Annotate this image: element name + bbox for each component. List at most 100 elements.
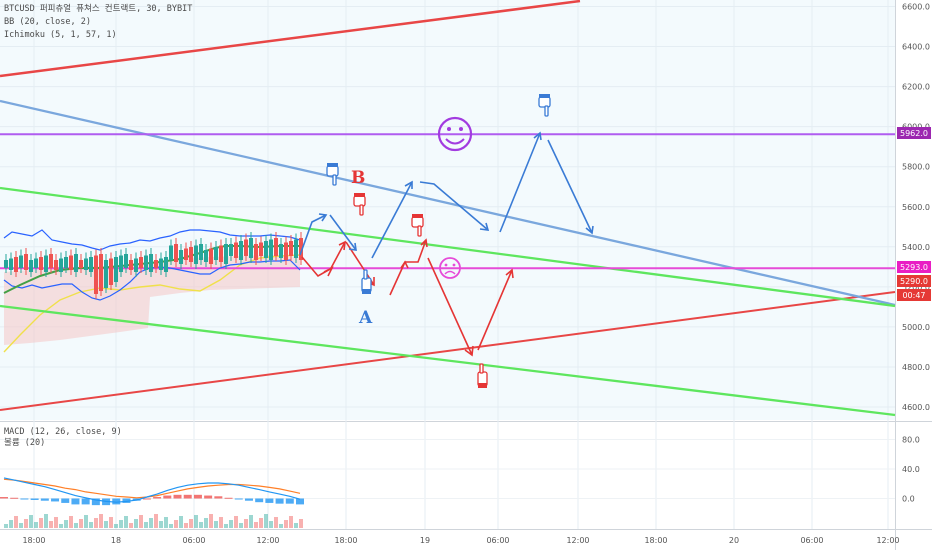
- hand-pointer-down-icon-red-mid: [411, 214, 424, 237]
- volume-bar: [149, 518, 153, 528]
- candle-body: [159, 258, 163, 270]
- candle-body: [114, 257, 118, 282]
- macd-histogram-bar: [214, 496, 223, 499]
- volume-legend[interactable]: 볼륨 (20): [4, 438, 46, 448]
- candle-body: [164, 257, 168, 272]
- macd-histogram-bar: [265, 498, 274, 503]
- sad-face-icon: [439, 257, 461, 279]
- volume-bar: [254, 522, 258, 528]
- candle-body: [269, 239, 273, 260]
- volume-bar: [109, 517, 113, 528]
- price-tick-label: 6400.0: [902, 43, 930, 52]
- volume-bar: [224, 524, 228, 528]
- macd-legend[interactable]: MACD (12, 26, close, 9): [4, 427, 122, 437]
- annotation-b: B: [351, 168, 365, 188]
- volume-bar: [64, 520, 68, 528]
- ichimoku-cloud: [4, 255, 300, 345]
- hand-pointer-down-icon-blue: [326, 163, 339, 186]
- candle-body: [294, 239, 298, 258]
- price-tick-label: 5000.0: [902, 323, 930, 332]
- volume-bar: [234, 516, 238, 528]
- macd-indicator: [0, 477, 304, 528]
- volume-bar: [24, 519, 28, 528]
- time-tick-label: 20: [729, 536, 739, 545]
- macd-axis[interactable]: 80.0 40.0 0.0: [902, 436, 920, 504]
- candle-body: [194, 245, 198, 264]
- candle-body: [69, 255, 73, 270]
- bb-legend[interactable]: BB (20, close, 2): [4, 17, 91, 27]
- volume-bar: [14, 516, 18, 528]
- macd-histogram-bar: [51, 498, 60, 502]
- time-axis[interactable]: 18:00 18 06:00 12:00 18:00 19 06:00 12:00 18:00 2…: [22, 536, 899, 545]
- hand-pointer-down-icon-red: [353, 193, 366, 216]
- volume-bar: [34, 522, 38, 528]
- macd-histogram-bar: [163, 495, 172, 499]
- time-tick-label: 18:00: [22, 536, 45, 545]
- candle-body: [109, 258, 113, 285]
- price-label-box: [897, 127, 931, 139]
- volume-bar: [54, 517, 58, 528]
- candle-body: [4, 260, 8, 268]
- macd-histogram-bar: [285, 498, 294, 504]
- volume-bar: [209, 514, 213, 528]
- bb-upper-band: [3, 229, 301, 251]
- candle-body: [139, 257, 143, 268]
- volume-bar: [124, 516, 128, 528]
- volume-bar: [239, 523, 243, 528]
- volume-bar: [189, 519, 193, 528]
- volume-bar: [289, 516, 293, 528]
- candle-body: [49, 254, 53, 268]
- macd-signal-line: [3, 478, 301, 499]
- volume-bar: [184, 523, 188, 528]
- candle-body: [239, 241, 243, 260]
- candle-body: [214, 247, 218, 260]
- volume-bar: [204, 518, 208, 528]
- candle-body: [259, 242, 263, 256]
- macd-histogram-bar: [224, 497, 233, 499]
- price-tick-label: 4800.0: [902, 363, 930, 372]
- price-tick-label: 5400.0: [902, 243, 930, 252]
- volume-bar: [159, 521, 163, 528]
- candle-body: [149, 254, 153, 272]
- volume-bar: [49, 521, 53, 528]
- volume-bar: [164, 517, 168, 528]
- price-tick-label: 6600.0: [902, 3, 930, 12]
- volume-bar: [4, 524, 8, 528]
- macd-histogram-bar: [173, 494, 182, 499]
- price-tick-label: 4600.0: [902, 403, 930, 412]
- volume-bar: [249, 515, 253, 528]
- symbol-title[interactable]: BTCUSD 퍼피츄얼 퓨쳐스 컨트랙트, 30, BYBIT: [4, 4, 193, 14]
- candle-body: [284, 242, 288, 260]
- macd-histogram-bar: [193, 494, 202, 499]
- hand-pointer-up-icon-red: [477, 363, 488, 388]
- candle-body: [74, 254, 78, 272]
- candle-body: [24, 254, 28, 270]
- candle-body: [264, 241, 268, 258]
- candle-body: [199, 244, 203, 260]
- volume-bar: [29, 515, 33, 528]
- time-tick-label: 12:00: [566, 536, 589, 545]
- candlesticks: [4, 232, 303, 299]
- volume-bar: [219, 517, 223, 528]
- time-tick-label: 18:00: [334, 536, 357, 545]
- macd-line: [3, 477, 301, 503]
- volume-bar: [244, 519, 248, 528]
- macd-tick-label: 40.0: [902, 465, 920, 474]
- candle-body: [279, 244, 283, 258]
- volume-bar: [279, 524, 283, 528]
- macd-histogram-bar: [204, 495, 213, 499]
- macd-histogram-bar: [0, 497, 8, 499]
- volume-bar: [59, 524, 63, 528]
- price-labels: 5962.0 5293.0 5290.0 00:47: [897, 127, 931, 301]
- volume-bar: [259, 518, 263, 528]
- time-tick-label: 06:00: [486, 536, 509, 545]
- volume-bar: [174, 520, 178, 528]
- price-label-box: [897, 261, 931, 273]
- indicator-legend: BTCUSD 퍼피츄얼 퓨쳐스 컨트랙트, 30, BYBIT BB (20, …: [4, 3, 192, 42]
- candle-body: [84, 258, 88, 270]
- price-tick-label: 5200.0: [902, 283, 930, 292]
- candle-body: [9, 258, 13, 270]
- ichimoku-legend[interactable]: Ichimoku (5, 1, 57, 1): [4, 30, 117, 40]
- time-tick-label: 06:00: [800, 536, 823, 545]
